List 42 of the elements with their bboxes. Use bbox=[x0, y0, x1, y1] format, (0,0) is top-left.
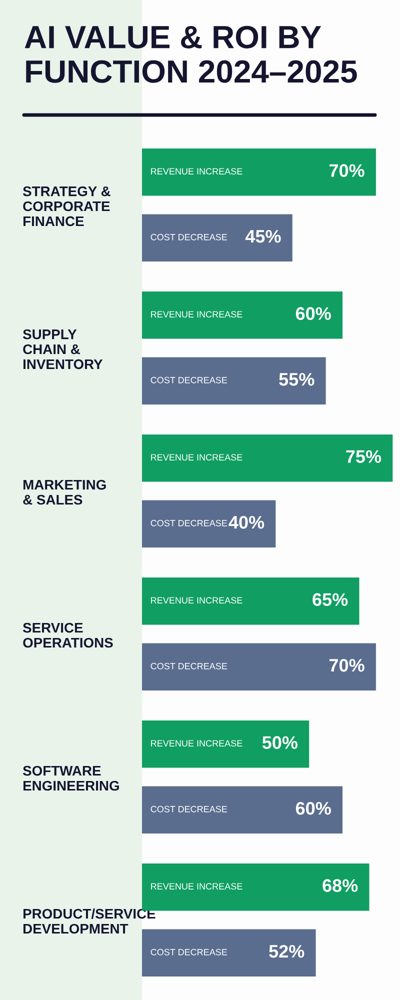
data-label: 50% bbox=[262, 736, 298, 749]
data-label: 45% bbox=[245, 230, 281, 243]
bar bbox=[142, 578, 360, 625]
bar bbox=[142, 786, 343, 834]
bar bbox=[142, 292, 343, 339]
series-label: COST DECREASE bbox=[150, 234, 228, 240]
y-tick-label: SUPPLY CHAIN & INVENTORY bbox=[22, 329, 103, 370]
data-label: 65% bbox=[312, 593, 348, 606]
bar bbox=[142, 434, 393, 482]
y-tick-label: PRODUCT/SERVICE DEVELOPMENT bbox=[23, 908, 156, 934]
text: REVENUE INCREASE bbox=[151, 454, 242, 461]
data-label: 52% bbox=[269, 944, 304, 958]
data-label: 75% bbox=[346, 450, 382, 463]
y-tick-label: SOFTWARE ENGINEERING bbox=[22, 766, 119, 791]
text: REVENUE INCREASE bbox=[151, 597, 242, 604]
y-tick-label: MARKETING & SALES bbox=[23, 480, 106, 505]
text: REVENUE INCREASE bbox=[151, 883, 242, 890]
y-tick-label: STRATEGY & CORPORATE FINANCE bbox=[22, 186, 110, 226]
bar bbox=[142, 720, 310, 768]
series-label: REVENUE INCREASE bbox=[151, 168, 242, 175]
bar bbox=[142, 357, 326, 404]
bar bbox=[142, 500, 276, 548]
text: REVENUE INCREASE bbox=[151, 740, 242, 747]
data-label: 55% bbox=[279, 372, 314, 386]
data-label: 40% bbox=[228, 516, 264, 529]
y-tick-label: SERVICE OPERATIONS bbox=[22, 622, 113, 648]
text: COST DECREASE bbox=[150, 662, 228, 670]
bar bbox=[142, 148, 376, 196]
data-label: 68% bbox=[322, 879, 358, 892]
bar bbox=[142, 214, 292, 262]
text: COST DECREASE bbox=[150, 520, 228, 526]
text: COST DECREASE bbox=[150, 948, 228, 956]
data-label: 70% bbox=[329, 164, 364, 177]
data-label: 70% bbox=[329, 658, 364, 672]
chart-title: AI VALUE & ROI BY FUNCTION 2024–2025 bbox=[24, 26, 357, 83]
text: COST DECREASE bbox=[150, 376, 228, 384]
data-label: 60% bbox=[296, 802, 331, 815]
text: COST DECREASE bbox=[150, 806, 228, 812]
bar bbox=[142, 643, 376, 690]
text: REVENUE INCREASE bbox=[151, 311, 242, 318]
data-label: 60% bbox=[296, 307, 331, 320]
bar bbox=[142, 929, 316, 976]
